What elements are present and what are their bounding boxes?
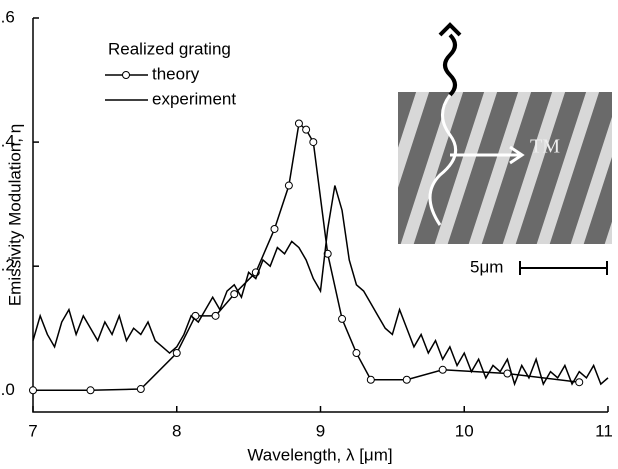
point [352,349,361,358]
series-line [32,185,609,387]
point [270,224,279,233]
y-tick-label: 0.2 [0,256,15,275]
legend-label: theory [152,64,200,83]
x-tick-label: 8 [172,421,181,440]
point [309,138,318,147]
legend-title: Realized grating [108,39,231,58]
point [294,119,303,128]
legend-marker [122,71,130,79]
x-tick-label: 7 [28,421,37,440]
point [338,314,347,323]
point [230,290,239,299]
point [302,125,311,134]
x-tick-label: 11 [595,421,613,440]
y-tick-label: 0.4 [0,132,15,151]
point [29,386,37,395]
point [136,385,145,394]
x-tick-label: 9 [316,421,325,440]
inset-image [398,22,612,275]
y-axis-label: Emissivity Modulation, η [5,124,24,306]
point [86,386,95,395]
y-tick-label: 0.0 [0,380,15,399]
x-axis-label: Wavelength, λ [μm] [247,445,392,464]
point [211,311,220,320]
annotation: TM [530,136,560,158]
point [438,365,447,374]
point [284,181,293,190]
point [575,378,584,387]
point [172,349,181,358]
y-tick-label: 0.6 [0,7,15,26]
x-tick-label: 10 [455,421,474,440]
point [366,375,375,384]
point [503,369,512,378]
annotation: 5μm [470,257,503,276]
legend-label: experiment [152,89,236,108]
point [402,375,411,384]
